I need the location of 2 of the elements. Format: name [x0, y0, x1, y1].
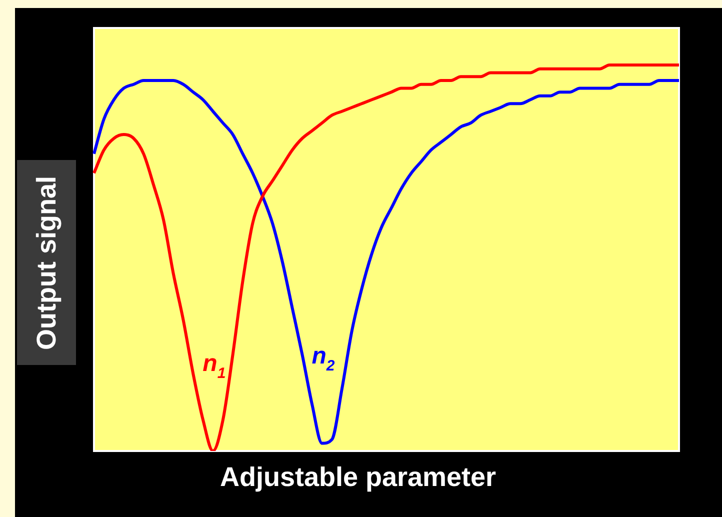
x-axis-title: Adjustable parameter	[218, 462, 498, 493]
y-axis-title: Output signal	[31, 176, 62, 350]
